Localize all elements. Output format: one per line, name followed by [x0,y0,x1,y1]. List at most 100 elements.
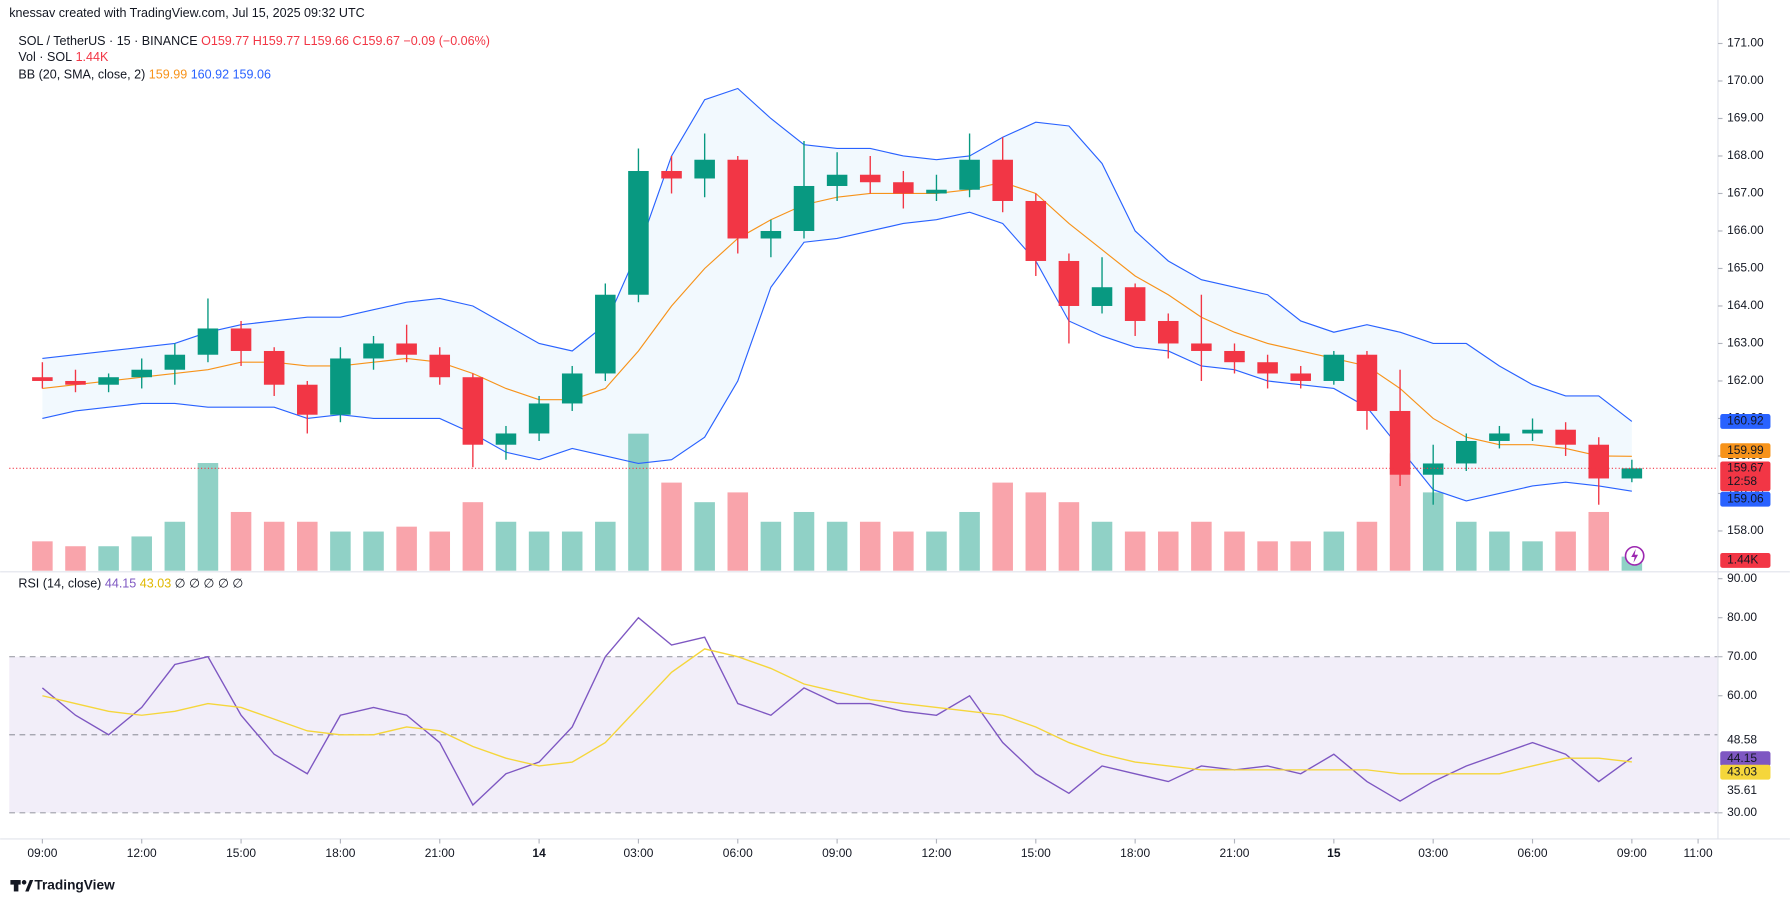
x-tick-label: 03:00 [623,846,653,860]
y-tick-label: 164.00 [1727,298,1764,312]
candle-body [528,403,550,434]
volume-bar [595,521,616,571]
candle-body [297,384,318,415]
rsi-y-tick-label: 70.00 [1727,649,1757,663]
candle-body [65,380,86,385]
candle-body [462,377,484,445]
volume-bar [1290,541,1311,571]
candle-body [1290,373,1311,381]
bb-lower-label-box [1720,491,1771,507]
x-tick-label: 06:00 [1518,846,1548,860]
rsi-ma-label-box [1720,764,1771,780]
candle-body [793,185,815,231]
candle-body [230,328,252,351]
candle-body [893,182,914,194]
candle-body [1555,429,1576,445]
volume-bar [1091,521,1113,571]
candle-body [1389,410,1411,475]
x-tick-label: 09:00 [27,846,57,860]
rsi-y-tick-label: 30.00 [1727,805,1757,819]
bb-upper-label-box [1720,414,1771,429]
candle-body [1489,433,1510,441]
alert-bolt [1631,549,1639,563]
volume-bar [495,521,517,571]
candle-body [959,159,980,190]
volume-bar [396,526,417,571]
bb-basis-label: 159.99 [1727,443,1764,457]
y-tick-label: 171.00 [1727,36,1764,50]
rsi-line [41,616,1633,807]
volume-title: Vol · SOL [18,51,72,65]
volume-bar [1356,521,1378,571]
volume-bar [363,531,384,571]
volume-bar [826,521,848,571]
volume-bar [893,531,914,571]
x-tick-label: 21:00 [1220,846,1250,860]
rsi-marker-label: 35.61 [1727,783,1757,797]
volume-bar [528,531,550,571]
volume-label-box [1720,553,1771,568]
volume-bar [859,521,881,571]
logo [10,880,34,892]
x-tick-label: 12:00 [127,846,157,860]
candle-body [595,294,616,374]
volume-bar [1257,541,1278,571]
rsi-flags: ∅ ∅ ∅ [204,577,244,591]
candle-body [1323,354,1345,381]
volume-legend: Vol · SOL 1.44K [18,51,109,65]
bb-upper-value: 160.92 [191,68,229,82]
x-tick-label: 15 [1327,846,1341,860]
candle-body [131,369,152,378]
volume-bar [1555,531,1576,571]
volume-bar [1025,492,1047,571]
ohlc-low: L159.66 [304,35,349,49]
candle-body [1224,350,1245,363]
candle-body [992,159,1013,201]
bb-title: BB (20, SMA, close, 2) [18,68,145,82]
volume-bar [1456,521,1477,571]
y-tick-label: 158.00 [1727,523,1764,537]
candle-body [661,170,682,179]
volume-bar [926,531,947,571]
volume-bar [561,531,583,571]
volume-bar [1588,511,1610,571]
candle-body [1588,444,1610,479]
plot-layer [9,87,1718,814]
volume-bar [131,536,152,571]
bb-band [42,87,1633,422]
candle-body [1356,354,1378,411]
candle-body [1621,468,1643,479]
volume-bar [1323,531,1345,571]
volume-bar [760,521,782,571]
volume-bar [1224,531,1245,571]
volume-bar [1124,531,1146,571]
candle-body [98,377,119,385]
rsi-title: RSI (14, close) [18,577,101,591]
symbol: SOL / TetherUS · 15 · BINANCE [18,35,197,49]
rsi-marker-label: 48.58 [1727,732,1757,746]
rsi-label: 44.15 [1727,751,1757,765]
volume-bar [1422,492,1444,571]
candle-body [1025,200,1047,261]
volume-bar [230,511,252,571]
candle-body [363,343,384,359]
y-tick-label: 167.00 [1727,186,1764,200]
candle-body [926,189,947,194]
y-tick-label: 168.00 [1727,148,1764,162]
bb-lower-value: 159.06 [233,68,271,82]
volume-bar [661,482,682,571]
candle-body [1091,287,1113,306]
x-tick-label: 06:00 [723,846,753,860]
candle-body [760,230,782,239]
rsi-ma-label: 43.03 [1727,764,1757,778]
ohlc-open: O159.77 [201,35,249,49]
volume-bar [330,531,351,571]
candle-body [1191,343,1212,351]
rsi-flags: ∅ ∅ [175,577,200,591]
rsi-ma-line [42,648,1632,775]
candle-body [561,373,583,404]
x-tick-label: 21:00 [425,846,455,860]
volume-bar [1157,531,1179,571]
rsi-value: 44.15 [105,577,136,591]
